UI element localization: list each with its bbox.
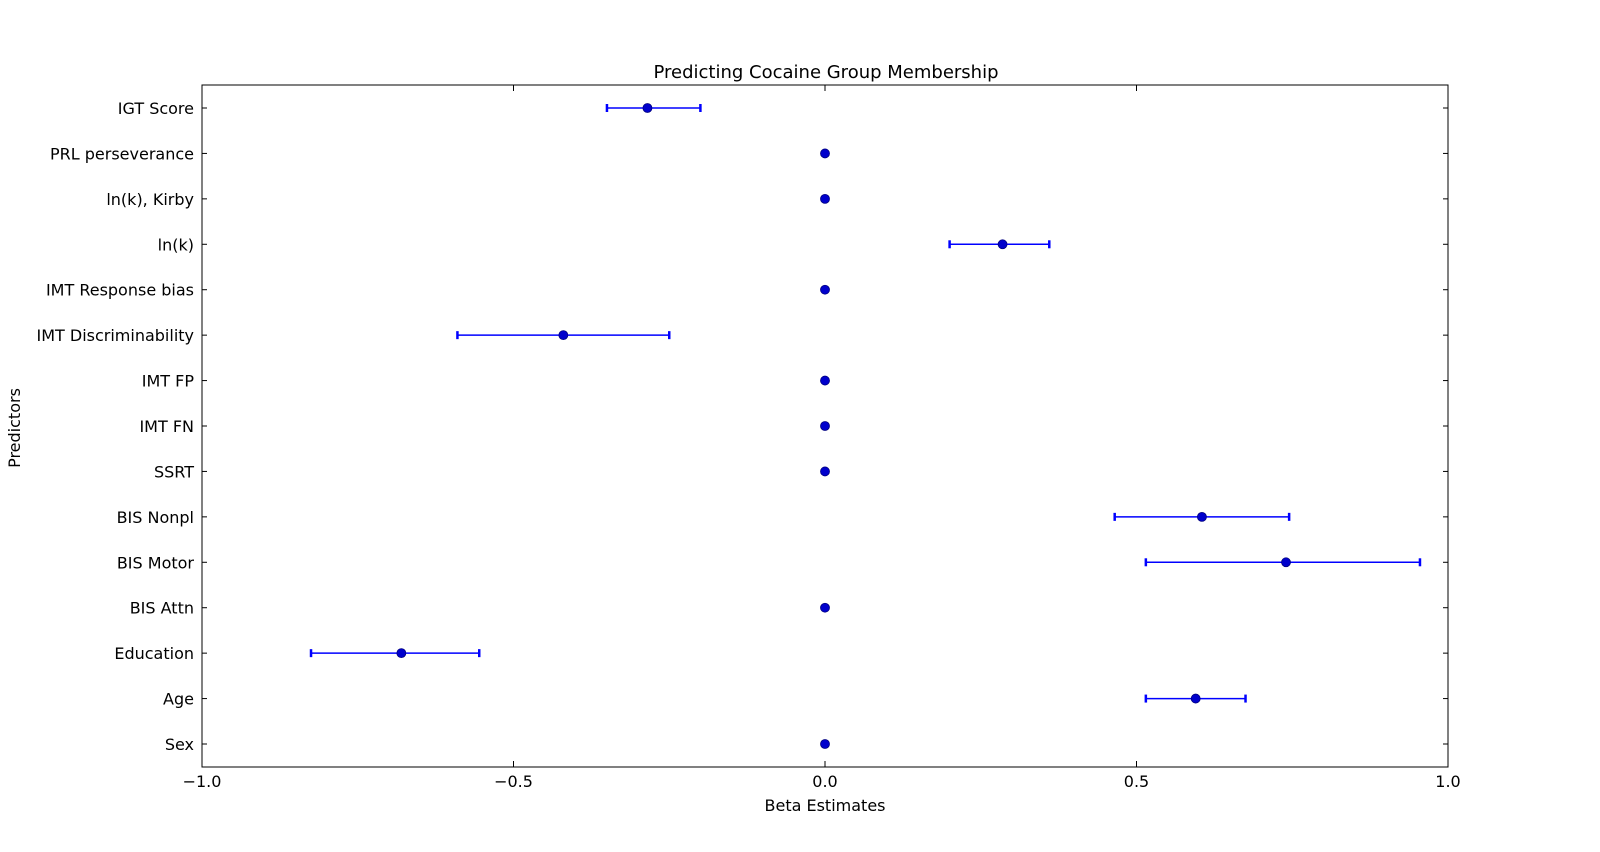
y-category-label: ln(k): [158, 235, 194, 254]
estimate-point: [997, 239, 1008, 250]
y-axis-label: Predictors: [5, 388, 24, 468]
y-category-label: ln(k), Kirby: [106, 190, 194, 209]
y-category-label: Education: [114, 644, 194, 663]
y-category-label: PRL perseverance: [50, 144, 194, 163]
x-tick-label: 1.0: [1435, 772, 1460, 791]
chart-title: Predicting Cocaine Group Membership: [653, 62, 998, 83]
estimate-point: [642, 103, 653, 113]
plot-frame: [201, 84, 1449, 768]
estimate-point: [1281, 557, 1291, 568]
estimate-point: [1197, 511, 1207, 522]
y-category-label: BIS Motor: [117, 553, 195, 572]
x-tick-label: −0.5: [494, 772, 533, 791]
plot-layer: −1.0 −0.5 0.0 0.5 1.0 IGT Score PRL perseveran…: [36, 85, 1461, 791]
y-category-label: BIS Nonpl: [117, 508, 194, 527]
estimate-point: [396, 648, 407, 659]
y-category-label: IMT FN: [139, 417, 194, 436]
estimate-point: [558, 330, 569, 341]
y-category-label: SSRT: [154, 462, 194, 481]
estimate-point: [820, 466, 830, 477]
estimate-point: [820, 375, 830, 386]
x-axis-label: Beta Estimates: [765, 796, 886, 815]
estimate-point: [820, 148, 830, 159]
estimate-point: [820, 602, 830, 613]
estimate-point: [820, 739, 830, 749]
x-tick-label: 0.5: [1124, 772, 1149, 791]
y-category-label: IMT Response bias: [46, 281, 194, 300]
y-category-label: IMT Discriminability: [36, 326, 194, 345]
estimate-point: [820, 421, 830, 431]
y-category-label: BIS Attn: [130, 599, 194, 618]
y-category-label: IGT Score: [118, 99, 194, 118]
y-category-label: Sex: [165, 735, 194, 754]
estimate-point: [820, 284, 830, 295]
x-tick-label: 0.0: [812, 772, 837, 791]
y-category-label: Age: [163, 690, 194, 709]
y-category-label: IMT FP: [142, 372, 195, 391]
estimate-point: [1190, 693, 1201, 704]
x-tick-label: −1.0: [183, 772, 222, 791]
estimate-point: [820, 193, 830, 204]
